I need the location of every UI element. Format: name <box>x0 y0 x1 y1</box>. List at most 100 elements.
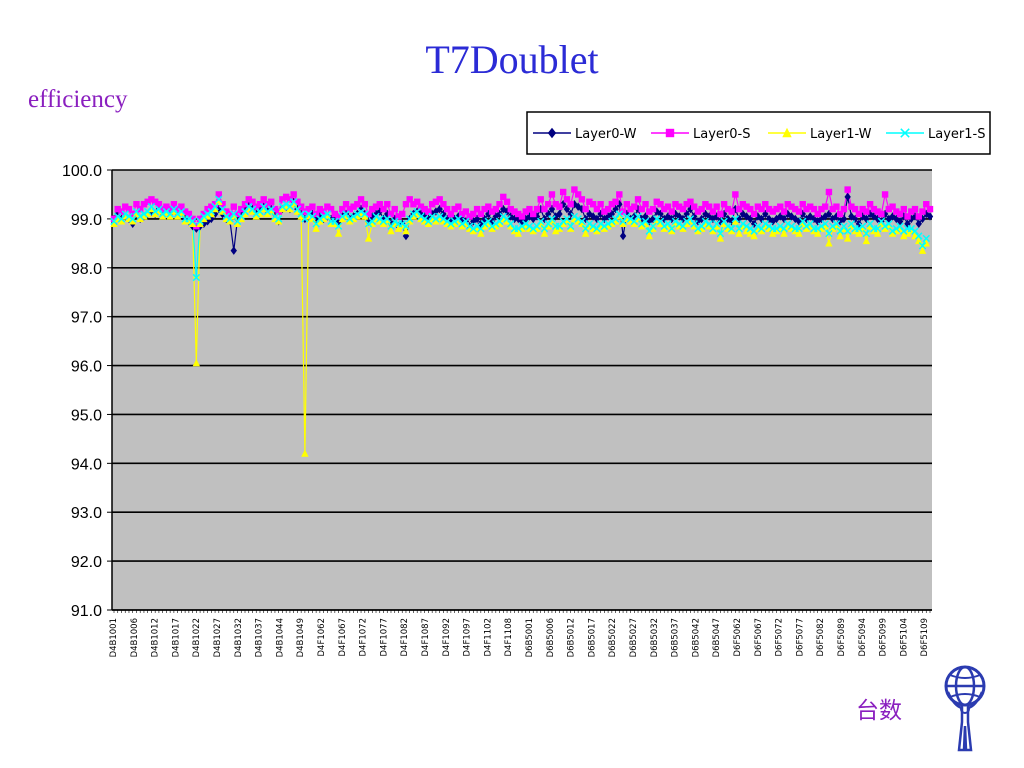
data-point <box>915 213 922 220</box>
data-point <box>720 201 728 208</box>
data-point <box>447 220 455 228</box>
data-point <box>615 210 624 218</box>
data-point <box>735 224 743 233</box>
data-point <box>743 203 750 210</box>
data-point <box>496 201 503 208</box>
data-point <box>308 212 317 221</box>
data-point <box>593 224 601 233</box>
data-point <box>405 215 414 223</box>
data-point <box>170 201 178 208</box>
data-point <box>717 210 724 218</box>
data-point <box>638 222 646 230</box>
data-point <box>349 212 358 221</box>
data-point <box>394 224 403 232</box>
data-point <box>282 200 290 208</box>
data-point <box>503 198 511 205</box>
data-point <box>226 215 234 223</box>
data-point <box>788 203 795 210</box>
data-point <box>784 220 792 228</box>
data-point <box>346 215 354 223</box>
data-point <box>275 208 282 215</box>
data-point <box>537 196 544 203</box>
data-point <box>881 224 889 232</box>
data-point <box>593 205 601 213</box>
data-point <box>818 205 825 213</box>
data-point <box>121 210 129 218</box>
legend-marker <box>547 127 557 139</box>
data-point <box>312 220 320 228</box>
data-point <box>679 214 687 224</box>
data-point <box>656 217 665 226</box>
data-point <box>608 217 616 226</box>
data-point <box>705 220 713 228</box>
data-point <box>140 210 148 218</box>
data-point <box>125 205 133 213</box>
data-point <box>570 212 579 221</box>
data-point <box>631 203 638 210</box>
data-point <box>556 203 563 210</box>
data-point <box>526 205 533 213</box>
data-point <box>395 213 402 220</box>
data-point <box>716 229 725 238</box>
x-axis-label: 台数 <box>856 698 902 724</box>
data-point <box>286 196 294 203</box>
data-point <box>802 222 811 230</box>
data-point <box>840 205 848 213</box>
data-point <box>226 210 234 218</box>
data-point <box>530 210 537 218</box>
data-point <box>881 191 889 198</box>
data-point <box>301 208 309 215</box>
x-tick-label: D4F1097 <box>463 618 473 656</box>
legend-marker <box>782 127 792 138</box>
data-point <box>342 210 350 218</box>
data-point <box>858 222 867 230</box>
data-point <box>117 215 126 223</box>
data-point <box>870 205 878 213</box>
data-point <box>735 229 743 237</box>
data-point <box>686 215 695 223</box>
data-point <box>728 208 735 215</box>
data-point <box>638 205 645 213</box>
data-point <box>440 201 447 208</box>
data-point <box>316 215 324 223</box>
data-point <box>286 204 294 213</box>
data-point <box>282 193 290 201</box>
data-point <box>192 273 201 282</box>
data-point <box>133 201 140 208</box>
y-tick-label: 92.0 <box>71 554 102 571</box>
x-tick-label: D4F1092 <box>442 618 452 656</box>
data-point <box>757 224 766 233</box>
data-point <box>223 208 230 215</box>
data-point <box>765 214 773 224</box>
data-point <box>541 214 548 224</box>
data-point <box>694 226 702 235</box>
data-point <box>211 201 219 208</box>
data-point <box>204 205 211 213</box>
x-tick-label: D6F5077 <box>795 618 805 656</box>
data-point <box>241 201 249 208</box>
data-point <box>166 205 174 213</box>
data-point <box>473 222 481 230</box>
data-point <box>750 210 758 218</box>
data-point <box>777 212 784 221</box>
data-point <box>515 210 522 218</box>
data-point <box>649 205 657 213</box>
y-tick-label: 97.0 <box>71 310 102 327</box>
data-point <box>616 191 623 198</box>
data-point <box>335 213 342 220</box>
data-point <box>915 232 923 240</box>
data-point <box>462 217 470 226</box>
data-point <box>144 198 151 205</box>
data-point <box>365 210 372 218</box>
data-point <box>391 214 398 224</box>
data-point <box>364 234 373 242</box>
data-point <box>237 212 245 221</box>
data-point <box>563 215 571 223</box>
data-point <box>720 209 728 219</box>
data-point <box>559 188 567 196</box>
data-point <box>200 212 208 221</box>
data-point <box>848 212 855 221</box>
data-point <box>690 220 698 228</box>
data-point <box>354 201 361 208</box>
data-point <box>881 209 889 219</box>
